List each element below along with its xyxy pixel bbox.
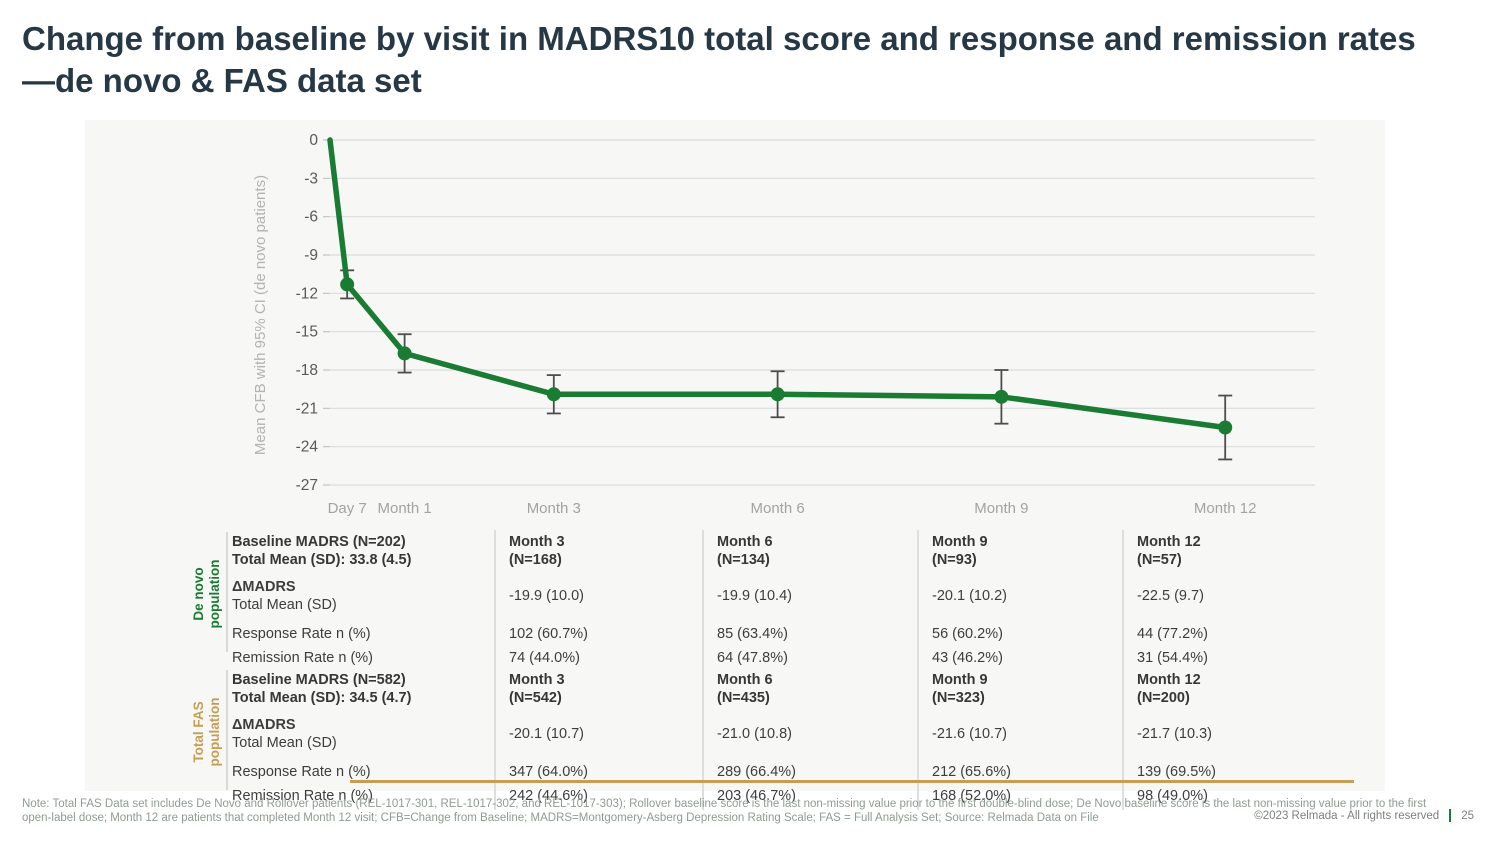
month-header: Month 6 (N=134) <box>702 530 917 577</box>
population-table-de-novo: De novo population Baseline MADRS (N=202) T… <box>190 530 1380 672</box>
table-left-bar <box>226 670 228 790</box>
madrs-cfb-line-chart: 0 -3 -6 -9 -12 -15 -18 -21 -24 -27 Mean CFB with 9… <box>235 125 1345 535</box>
y-tick-label: -27 <box>296 477 318 494</box>
month-header: Month 9 (N=323) <box>917 668 1122 715</box>
y-tick-label: -15 <box>296 324 318 341</box>
data-point-marker <box>546 387 561 402</box>
remission-row-label: Remission Rate n (%) <box>232 787 374 804</box>
y-tick-label: -9 <box>304 247 318 264</box>
x-tick-label: Month 12 <box>1194 500 1257 517</box>
delta-value: -19.9 (10.4) <box>702 576 917 623</box>
month-header: Month 12 (N=200) <box>1122 668 1380 715</box>
delta-value: -20.1 (10.7) <box>494 714 702 761</box>
response-value: 212 (65.6%) <box>917 760 1122 785</box>
delta-value: -21.6 (10.7) <box>917 714 1122 761</box>
y-tick-label: -6 <box>304 209 318 226</box>
y-tick-label: -24 <box>296 439 319 456</box>
table-divider <box>350 780 1354 783</box>
remission-value: 203 (46.7%) <box>702 784 917 810</box>
y-tick-label: 0 <box>309 132 318 149</box>
copyright-text: ©2023 Relmada - All rights reserved <box>1254 809 1440 822</box>
delta-value: -19.9 (10.0) <box>494 576 702 623</box>
x-tick-label: Month 6 <box>750 500 804 517</box>
y-tick-label: -18 <box>296 362 318 379</box>
response-value: 102 (60.7%) <box>494 622 702 647</box>
population-label: De novo population <box>191 559 223 629</box>
page-number-divider <box>1449 809 1452 822</box>
table-left-bar <box>226 532 228 652</box>
response-row-label: Response Rate n (%) <box>232 625 371 642</box>
month-header: Month 6 (N=435) <box>702 668 917 715</box>
response-value: 85 (63.4%) <box>702 622 917 647</box>
baseline-header: Baseline MADRS (N=582) Total Mean (SD): 3… <box>232 672 412 707</box>
footer-right: ©2023 Relmada - All rights reserved 25 <box>1254 809 1474 822</box>
response-value: 44 (77.2%) <box>1122 622 1380 647</box>
remission-value: 98 (49.0%) <box>1122 784 1380 810</box>
y-axis-title: Mean CFB with 95% CI (de novo patients) <box>252 175 269 455</box>
delta-row-label: ΔMADRS Total Mean (SD) <box>232 717 337 752</box>
data-point-marker <box>1218 420 1233 435</box>
page-number: 25 <box>1461 809 1474 822</box>
chart-panel: 0 -3 -6 -9 -12 -15 -18 -21 -24 -27 Mean CFB with 9… <box>85 120 1385 810</box>
data-point-marker <box>397 346 412 361</box>
remission-value: 64 (47.8%) <box>702 646 917 672</box>
y-tick-label: -12 <box>296 285 318 302</box>
y-tick-label: -3 <box>304 170 318 187</box>
data-point-marker <box>770 387 785 402</box>
slide-title: Change from baseline by visit in MADRS10… <box>22 20 1416 100</box>
footnote: Note: Total FAS Data set includes De Nov… <box>22 798 1427 825</box>
delta-value: -22.5 (9.7) <box>1122 576 1380 623</box>
remission-value: 31 (54.4%) <box>1122 646 1380 672</box>
x-tick-label: Day 7 <box>328 500 367 517</box>
population-label: Total FAS population <box>191 697 223 767</box>
response-value: 289 (66.4%) <box>702 760 917 785</box>
response-value: 347 (64.0%) <box>494 760 702 785</box>
x-tick-label: Month 3 <box>527 500 581 517</box>
remission-value: 43 (46.2%) <box>917 646 1122 672</box>
remission-value: 74 (44.0%) <box>494 646 702 672</box>
delta-value: -20.1 (10.2) <box>917 576 1122 623</box>
chart-svg: 0 -3 -6 -9 -12 -15 -18 -21 -24 -27 Mean CFB with 9… <box>252 132 1315 517</box>
month-header: Month 12 (N=57) <box>1122 530 1380 577</box>
y-tick-label: -21 <box>296 400 318 417</box>
x-tick-label: Month 1 <box>377 500 431 517</box>
table-grid: Baseline MADRS (N=582) Total Mean (SD): 3… <box>232 668 1380 810</box>
delta-value: -21.7 (10.3) <box>1122 714 1380 761</box>
remission-value: 168 (52.0%) <box>917 784 1122 810</box>
delta-value: -21.0 (10.8) <box>702 714 917 761</box>
month-header: Month 9 (N=93) <box>917 530 1122 577</box>
population-table-total-fas: Total FAS population Baseline MADRS (N=582… <box>190 668 1380 810</box>
remission-value: 242 (44.6%) <box>494 784 702 810</box>
delta-row-label: ΔMADRS Total Mean (SD) <box>232 579 337 614</box>
table-grid: Baseline MADRS (N=202) Total Mean (SD): 3… <box>232 530 1380 672</box>
data-point-marker <box>994 389 1009 404</box>
response-value: 56 (60.2%) <box>917 622 1122 647</box>
response-row-label: Response Rate n (%) <box>232 763 371 780</box>
baseline-header: Baseline MADRS (N=202) Total Mean (SD): 3… <box>232 534 412 569</box>
response-value: 139 (69.5%) <box>1122 760 1380 785</box>
remission-row-label: Remission Rate n (%) <box>232 649 374 666</box>
month-header: Month 3 (N=542) <box>494 668 702 715</box>
x-tick-label: Month 9 <box>974 500 1028 517</box>
month-header: Month 3 (N=168) <box>494 530 702 577</box>
data-point-marker <box>340 277 355 292</box>
